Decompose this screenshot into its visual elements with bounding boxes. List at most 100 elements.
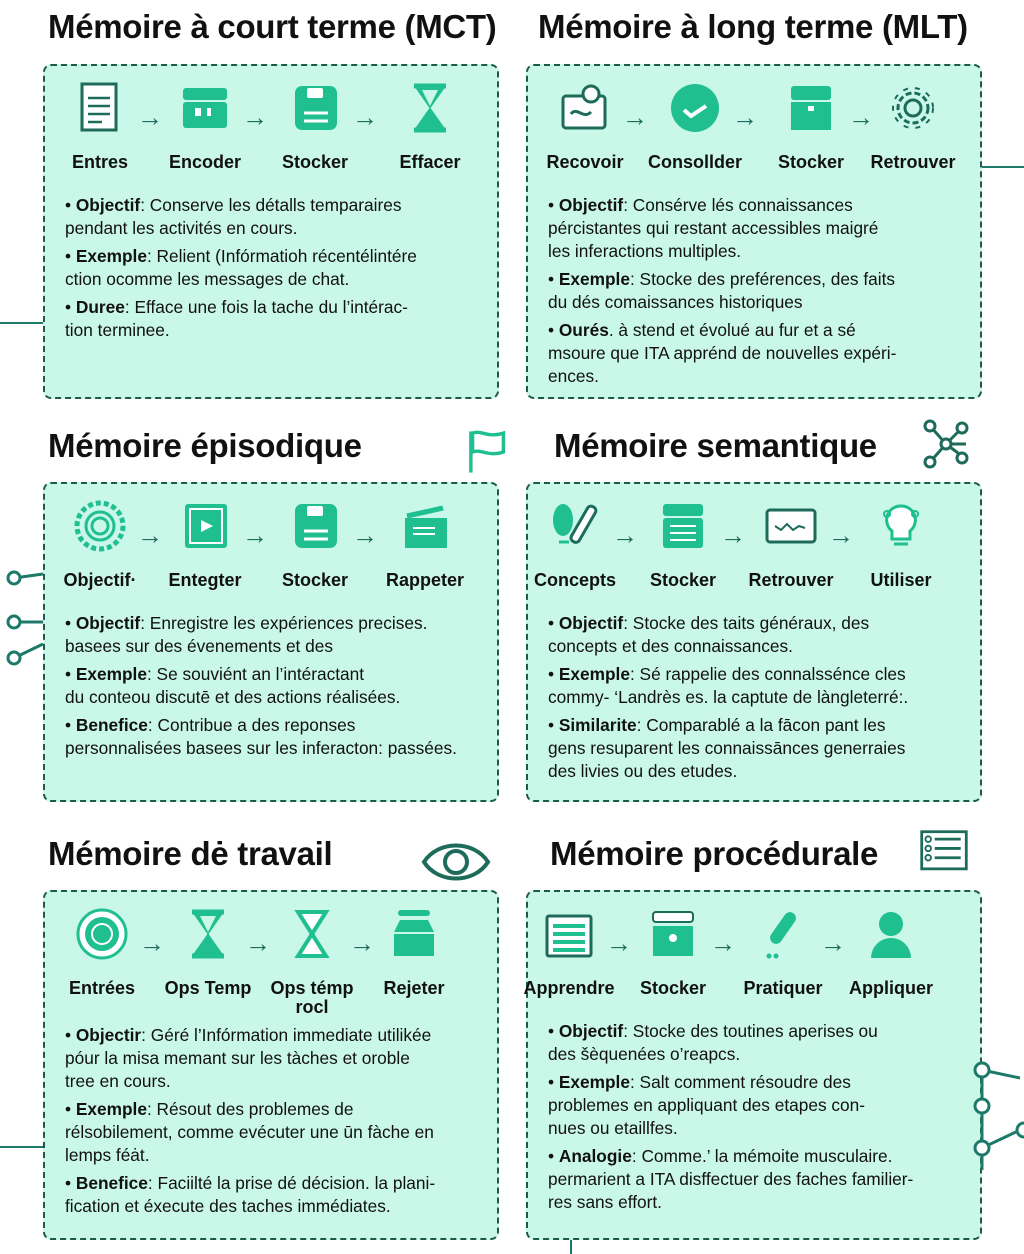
step-label: Stocker (649, 570, 717, 590)
bullet-label: Objectir (75, 1025, 142, 1045)
process-steps: Concepts → Stocker → Retrouver → Utiliser (528, 498, 980, 608)
bullet-list: • Objectif: Stocke des taits généraux, d… (548, 612, 962, 788)
photo-icon (561, 84, 607, 130)
eye-icon (421, 843, 491, 881)
step-label: Concepts (533, 570, 616, 590)
node-connector-icon (6, 570, 44, 666)
step-label: Apprendre (523, 978, 615, 998)
process-step: Pratiquer (728, 906, 838, 998)
monitor-icon (765, 508, 817, 544)
panel-title: Mémoire à long terme (MLT) (538, 8, 968, 45)
process-step: Retrouver (858, 80, 968, 172)
arrow-right-icon: → (710, 928, 736, 958)
bullet-text: : Stocke des preférences, des faits du d… (548, 269, 896, 312)
step-label: Stocker (639, 978, 707, 998)
box-icon (183, 88, 227, 128)
bullet-text: : Consérve lés connaissances pércistante… (548, 195, 879, 261)
bullet-item: • Ourés. à stend et évolué au fur et a s… (548, 320, 897, 386)
bullet-label: Objectif (558, 195, 624, 215)
memory-panel: Entrées → Ops Temp → Ops témp rocl → Rejeter • … (43, 890, 499, 1240)
bullet-text: : Contribue a des reponses personnalisée… (65, 715, 457, 758)
process-steps: Objectif· → Entegter → Stocker → Rappeter (45, 498, 497, 608)
bullet-text: . à stend et évolué au fur et a sé msour… (548, 320, 897, 386)
step-label: Objectif· (63, 570, 137, 590)
bullet-text: : Résout des problemes de rélsobilement,… (65, 1099, 434, 1165)
bullet-list: • Objectif: Consérve lés connaissances p… (548, 194, 962, 393)
process-step: Ops Temp (153, 906, 263, 998)
bullet-item: • Exemple: Relient (Infórmatioh récentél… (65, 246, 417, 289)
process-step: Entegter (150, 498, 260, 590)
bullet-label: Duree (75, 297, 125, 317)
step-label: Stocker (281, 152, 349, 172)
arrow-right-icon: → (606, 928, 632, 958)
checklist-icon (920, 830, 968, 871)
process-step: Effacer (375, 80, 485, 172)
arrow-right-icon: → (242, 102, 268, 132)
bullet-label: Similarite (558, 715, 637, 735)
floppy-icon (295, 504, 337, 548)
arrow-right-icon: → (137, 102, 163, 132)
step-label: Utiliser (870, 570, 932, 590)
step-label: Appliquer (849, 978, 933, 998)
stack-icon (663, 504, 703, 548)
bullet-item: • Exemple: Résout des problemes de rélso… (65, 1099, 434, 1165)
bullet-list: • Objectif: Enregistre les expériences p… (65, 612, 479, 765)
bullet-text: : Comme.’ la mémoite musculaire. permari… (548, 1146, 914, 1212)
step-label: Ops Temp (164, 978, 252, 998)
bullet-item: • Similarite: Comparablé a la fācon pant… (548, 715, 906, 781)
bullet-label: Objectif (558, 1021, 624, 1041)
process-step: Stocker (628, 498, 738, 590)
test-tube-icon (553, 504, 598, 544)
bullet-label: Exemple (558, 664, 630, 684)
step-label: Entrées (68, 978, 136, 998)
step-label: Consollder (647, 152, 742, 172)
panel-title: Mémoire procédurale (550, 835, 879, 872)
bullet-label: Ourés (558, 320, 609, 340)
bullet-text: : Salt comment résoudre des problemes en… (548, 1072, 866, 1138)
bullet-text: : Stocke des taits généraux, des concept… (548, 613, 870, 656)
bullet-text: : Conserve les détalls temparaires penda… (65, 195, 402, 238)
bullet-text: : Faciilté la prise dé décision. la plan… (65, 1173, 436, 1216)
connector-line (0, 1146, 43, 1148)
bullet-label: Benefice (75, 1173, 148, 1193)
connector-line (570, 1240, 572, 1254)
step-label: Recovoir (546, 152, 624, 172)
step-label: Ops témp rocl (270, 978, 354, 1017)
process-step: Entres (45, 80, 155, 172)
bullet-item: • Objectif: Conserve les détalls tempara… (65, 195, 402, 238)
connector-line (982, 166, 1024, 168)
process-step: Objectif· (45, 498, 155, 590)
step-label: Entegter (168, 570, 242, 590)
bullet-label: Objectif (558, 613, 624, 633)
bullet-item: • Objectir: Géré l’Infórmation immediate… (65, 1025, 432, 1091)
window-box-icon (652, 911, 694, 956)
arrow-right-icon: → (352, 102, 378, 132)
node-connector-icon (973, 1061, 1024, 1170)
bullet-text: : Stocke des toutines aperises ou des šè… (548, 1021, 878, 1064)
arrow-right-icon: → (612, 520, 638, 550)
process-steps: Entres → Encoder → Stocker → Effacer (45, 80, 497, 190)
floppy-icon (295, 86, 337, 130)
coin-icon (76, 908, 128, 960)
process-step: Appliquer (836, 906, 946, 998)
bullet-text: : Géré l’Infórmation immediate utilikée … (65, 1025, 432, 1091)
bullet-item: • Exemple: Se souviént an l’intéractant … (65, 664, 401, 707)
bullet-list: • Objectif: Stocke des toutines aperises… (548, 1020, 962, 1219)
bullet-list: • Objectif: Conserve les détalls tempara… (65, 194, 479, 347)
bullet-label: Objectif (75, 195, 141, 215)
process-step: Stocker (756, 80, 866, 172)
hourglass-outline-icon (294, 910, 330, 958)
bullet-item: • Objectif: Consérve lés connaissances p… (548, 195, 879, 261)
process-step: Retrouver (736, 498, 846, 590)
process-step: Apprendre (514, 906, 624, 998)
brush-icon (766, 912, 796, 959)
bullet-text: : Enregistre les expériences precises. b… (65, 613, 428, 656)
bullet-item: • Objectif: Stocke des toutines aperises… (548, 1021, 878, 1064)
bullet-item: • Exemple: Stocke des preférences, des f… (548, 269, 896, 312)
jar-icon (394, 910, 434, 956)
arrow-right-icon: → (720, 520, 746, 550)
play-frame-icon (185, 504, 227, 548)
arrow-right-icon: → (139, 928, 165, 958)
badge-icon (74, 500, 126, 552)
bullet-text: : Comparablé a la fācon pant les gens re… (548, 715, 906, 781)
